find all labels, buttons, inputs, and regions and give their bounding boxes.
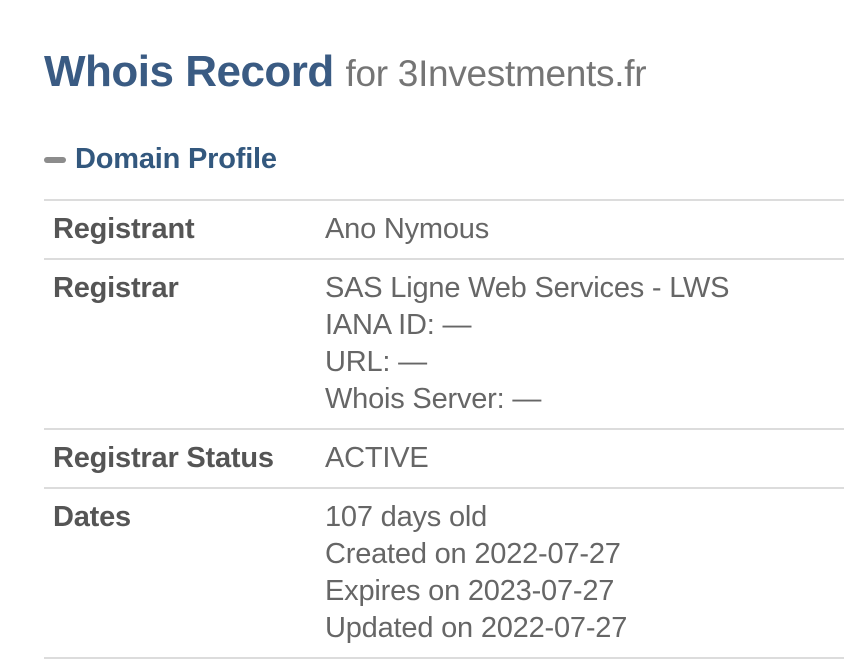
table-row: Registrant Ano Nymous [44,199,844,258]
row-value: SAS Ligne Web Services - LWS IANA ID: — UR… [325,270,844,418]
table-row: Registrar SAS Ligne Web Services - LWS IAN… [44,258,844,428]
section-header-domain-profile[interactable]: Domain Profile [44,143,844,176]
row-value-line: Whois Server: — [325,383,542,415]
row-label: Registrar Status [53,442,274,474]
page-title-main: Whois Record [44,47,334,96]
table-row: Dates 107 days old Created on 2022-07-27 Ex… [44,487,844,659]
minus-icon[interactable] [44,156,66,163]
domain-profile-table: Registrant Ano Nymous Registrar SAS Ligne W… [44,199,844,659]
row-value: Ano Nymous [325,211,844,248]
row-value: ACTIVE [325,440,844,477]
row-value-line: Ano Nymous [325,213,490,245]
table-row: Registrar Status ACTIVE [44,428,844,487]
section-title: Domain Profile [75,143,277,175]
row-value: 107 days old Created on 2022-07-27 Expires… [325,499,844,647]
row-label: Dates [53,501,131,533]
row-value-line: ACTIVE [325,442,429,474]
row-value-line: IANA ID: — [325,309,472,341]
row-value-line: Updated on 2022-07-27 [325,612,628,644]
row-value-line: Created on 2022-07-27 [325,538,621,570]
page-title-domain: for 3Investments.fr [345,53,647,94]
row-value-line: SAS Ligne Web Services - LWS [325,272,730,304]
row-value-line: 107 days old [325,501,488,533]
row-label: Registrant [53,213,195,245]
row-value-line: URL: — [325,346,427,378]
row-label: Registrar [53,272,179,304]
page-title: Whois Record for 3Investments.fr [44,0,844,94]
row-value-line: Expires on 2023-07-27 [325,575,615,607]
